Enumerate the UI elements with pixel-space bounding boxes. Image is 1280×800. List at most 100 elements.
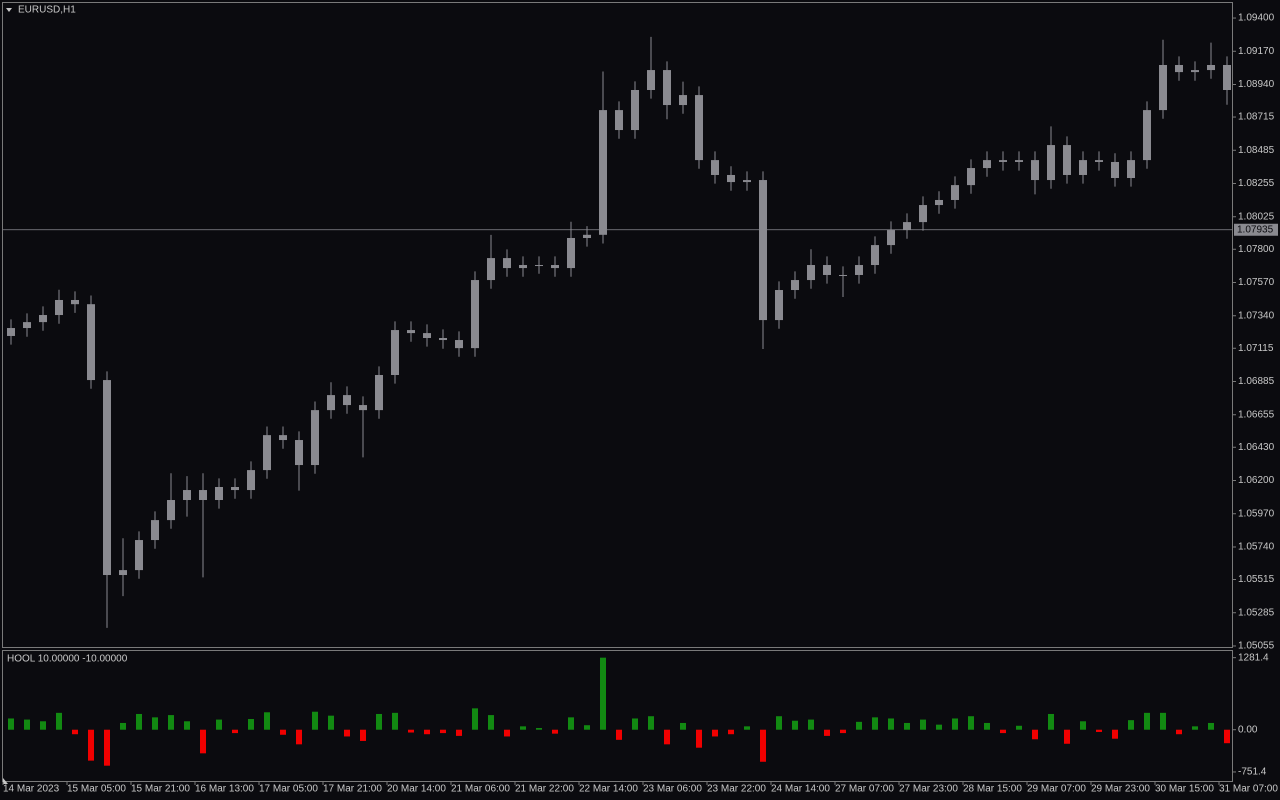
- histogram-bar: [568, 717, 574, 730]
- y-tick-label: 1.06885: [1238, 376, 1275, 387]
- candle-body: [279, 435, 287, 441]
- candle-body: [215, 487, 223, 501]
- x-tick-label: 20 Mar 14:00: [387, 784, 446, 795]
- histogram-bar: [552, 729, 558, 734]
- histogram-bar: [1128, 720, 1134, 730]
- candle-body: [263, 435, 271, 471]
- histogram-bar: [152, 717, 158, 730]
- histogram-bar: [728, 729, 734, 735]
- histogram-bar: [88, 729, 94, 761]
- candle-body: [1207, 64, 1215, 71]
- y-tick-label: 1.07570: [1238, 277, 1275, 288]
- y-tick-label: 1.05055: [1238, 641, 1275, 652]
- x-tick-label: 16 Mar 13:00: [195, 784, 254, 795]
- histogram-bar: [584, 725, 590, 730]
- symbol-menu-arrow[interactable]: [6, 8, 12, 12]
- histogram-bar: [1000, 729, 1006, 734]
- candle-body: [423, 333, 431, 339]
- histogram-bar: [968, 716, 974, 730]
- histogram-bar: [600, 657, 606, 730]
- x-tick-label: 17 Mar 21:00: [323, 784, 382, 795]
- histogram-bar: [712, 729, 718, 737]
- candle-body: [663, 70, 671, 106]
- y-tick-label: -751.4: [1238, 767, 1267, 778]
- y-tick-label: 1.07800: [1238, 244, 1275, 255]
- histogram-bar: [680, 722, 686, 730]
- y-tick-label: 1.08940: [1238, 79, 1275, 90]
- histogram-bar: [1048, 713, 1054, 730]
- candle-body: [1175, 64, 1183, 73]
- histogram-bar: [520, 726, 526, 730]
- bid-label: 1.07935: [1237, 224, 1274, 235]
- candle-body: [359, 405, 367, 411]
- candle-body: [903, 222, 911, 231]
- histogram-bar: [200, 729, 206, 754]
- histogram-bar: [808, 719, 814, 730]
- x-tick-label: 14 Mar 2023: [3, 784, 60, 795]
- candle-body: [151, 520, 159, 541]
- y-tick-label: 0.00: [1238, 724, 1258, 735]
- candle-body: [167, 500, 175, 521]
- histogram-bar: [328, 715, 334, 730]
- x-tick-label: 15 Mar 21:00: [131, 784, 190, 795]
- candle-body: [711, 160, 719, 175]
- y-tick-label: 1.05740: [1238, 542, 1275, 553]
- histogram-bar: [72, 729, 78, 735]
- candle-body: [1159, 64, 1167, 111]
- candle-body: [951, 185, 959, 200]
- histogram-bar: [8, 718, 14, 730]
- histogram-bar: [392, 712, 398, 730]
- histogram-bar: [1064, 729, 1070, 744]
- candle-body: [1031, 160, 1039, 181]
- histogram-bar: [872, 717, 878, 730]
- histogram-bar: [744, 726, 750, 730]
- histogram-bar: [232, 729, 238, 734]
- candle-body: [455, 340, 463, 349]
- histogram-bar: [952, 718, 958, 730]
- histogram-bar: [856, 721, 862, 730]
- histogram-bar: [824, 729, 830, 736]
- indicator-pane-border: [2, 650, 1233, 782]
- histogram-bar: [1096, 729, 1102, 732]
- candle-body: [887, 230, 895, 246]
- y-tick-label: 1.06200: [1238, 475, 1275, 486]
- candle-body: [567, 237, 575, 269]
- y-tick-label: 1.08485: [1238, 145, 1275, 156]
- candle-body: [1223, 64, 1231, 91]
- candle-body: [695, 95, 703, 161]
- histogram-bar: [472, 708, 478, 730]
- candle-body: [471, 280, 479, 349]
- histogram-bar: [1208, 722, 1214, 730]
- candle-body: [855, 265, 863, 275]
- candle-body: [295, 440, 303, 466]
- candle-body: [807, 265, 815, 281]
- histogram-bar: [360, 729, 366, 741]
- candle-body: [615, 110, 623, 131]
- y-tick-label: 1.08255: [1238, 178, 1275, 189]
- histogram-bar: [632, 718, 638, 730]
- x-tick-label: 23 Mar 06:00: [643, 784, 702, 795]
- candle-body: [199, 490, 207, 501]
- candle-body: [551, 265, 559, 269]
- candle-body: [727, 174, 735, 183]
- candle-body: [1047, 145, 1055, 181]
- x-tick-label: 30 Mar 15:00: [1155, 784, 1214, 795]
- histogram-bar: [312, 711, 318, 730]
- candle-body: [679, 95, 687, 106]
- candle-body: [1143, 110, 1151, 161]
- candle-body: [1015, 160, 1023, 162]
- histogram-bar: [440, 729, 446, 734]
- histogram-bar: [456, 729, 462, 736]
- x-tick-label: 31 Mar 07:00: [1219, 784, 1278, 795]
- histogram-bar: [120, 722, 126, 730]
- histogram-bar: [280, 729, 286, 735]
- candle-body: [967, 168, 975, 186]
- candle-body: [647, 70, 655, 91]
- candle-body: [375, 374, 383, 411]
- histogram-bar: [184, 721, 190, 730]
- candle-body: [231, 487, 239, 491]
- histogram-bar: [136, 713, 142, 730]
- candle-body: [439, 338, 447, 341]
